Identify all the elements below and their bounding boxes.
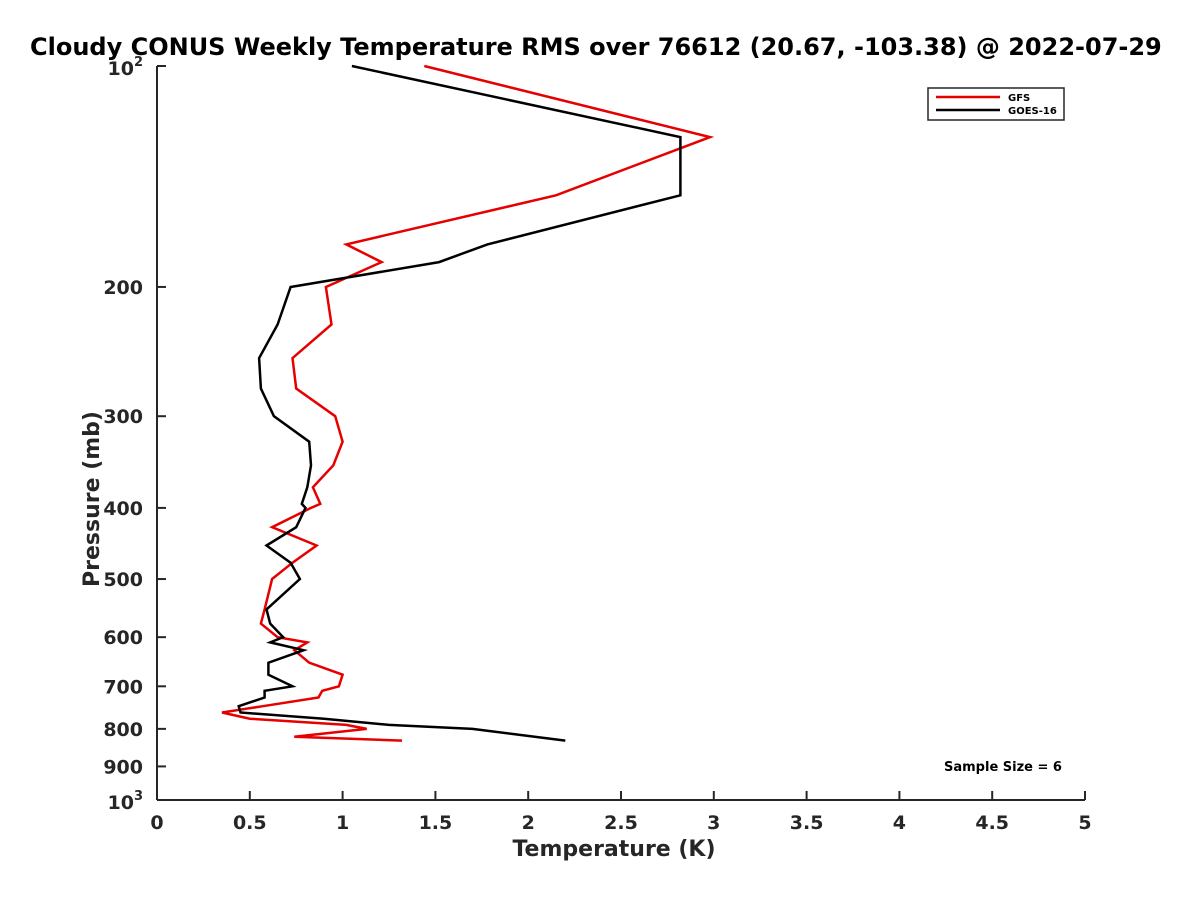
y-tick-label: 300	[103, 406, 143, 428]
x-axis-label: Temperature (K)	[512, 837, 715, 862]
y-tick-label: 900	[103, 756, 143, 778]
y-tick-base: 10	[108, 58, 134, 80]
y-tick-exponent: 3	[134, 789, 143, 804]
legend-box	[927, 87, 1065, 121]
legend: GFS GOES-16	[927, 87, 1065, 121]
y-tick-label: 500	[103, 569, 143, 591]
x-axis-ticks: 0 0.5 1 1.5 2 2.5 3 3.5 4 4.5 5	[150, 791, 1092, 834]
series-line-goes-16	[237, 64, 682, 742]
x-tick-label: 4	[893, 812, 906, 834]
x-tick-label: 1.5	[419, 812, 453, 834]
x-tick-label: 1	[336, 812, 349, 834]
y-tick-exponent: 2	[134, 55, 143, 70]
y-axis-label: Pressure (mb)	[80, 411, 105, 587]
y-tick-label: 400	[103, 498, 143, 520]
x-tick-label: 2	[522, 812, 535, 834]
x-tick-label: 4.5	[975, 812, 1009, 834]
series-line-gfs	[221, 64, 715, 742]
legend-entry-label: GOES-16	[1008, 106, 1057, 117]
y-tick-label: 200	[103, 277, 143, 299]
x-tick-label: 3.5	[790, 812, 824, 834]
x-tick-label: 3	[707, 812, 720, 834]
x-tick-label: 2.5	[604, 812, 638, 834]
y-tick-label: 800	[103, 719, 143, 741]
y-tick-base: 10	[108, 792, 134, 814]
x-tick-label: 5	[1078, 812, 1091, 834]
y-tick-label: 103	[108, 789, 144, 814]
series-lines	[221, 64, 715, 742]
y-tick-label: 102	[108, 55, 144, 80]
legend-entry-label: GFS	[1008, 93, 1030, 104]
y-tick-label: 700	[103, 676, 143, 698]
y-tick-label: 600	[103, 627, 143, 649]
x-tick-label: 0	[150, 812, 163, 834]
chart-title: Cloudy CONUS Weekly Temperature RMS over…	[30, 33, 1162, 61]
x-tick-label: 0.5	[233, 812, 267, 834]
sample-size-annotation: Sample Size = 6	[944, 760, 1062, 775]
